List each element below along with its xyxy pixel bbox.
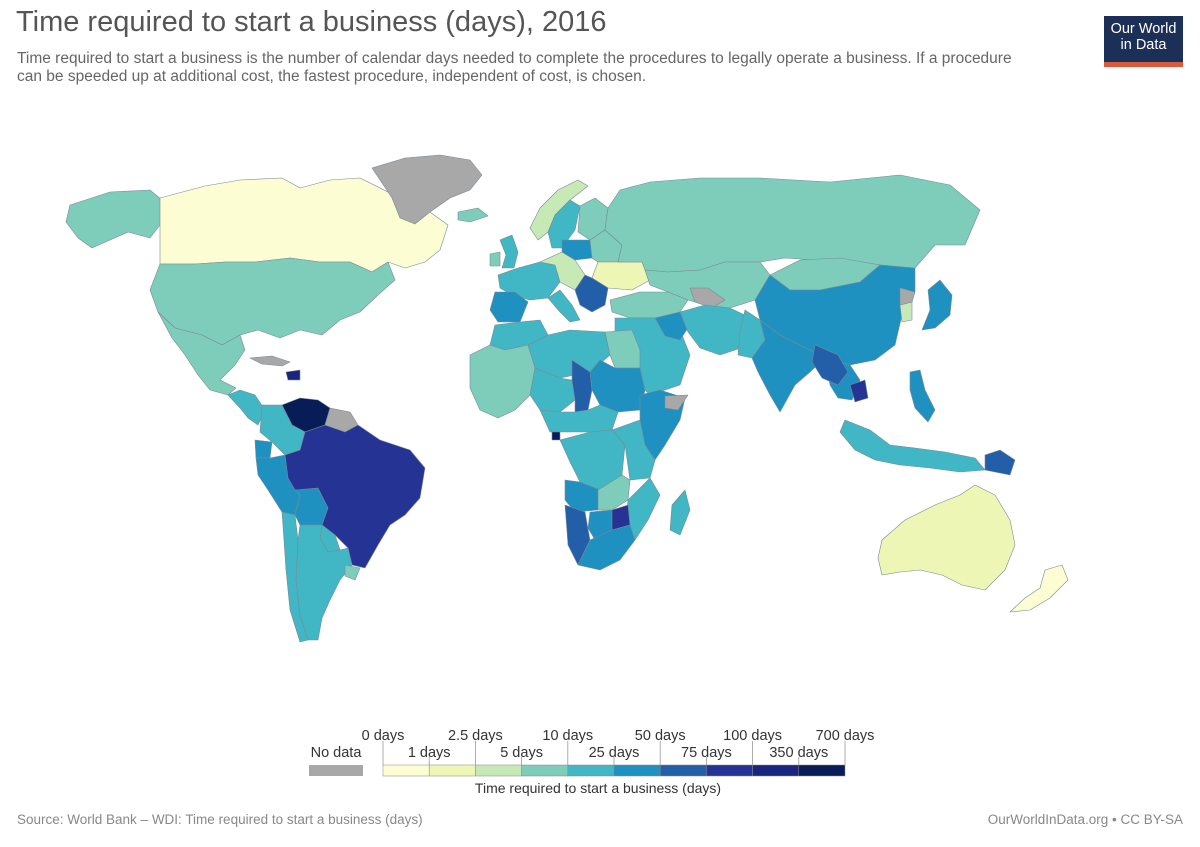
region-sahel[interactable] (529, 367, 576, 413)
source-note: Source: World Bank – WDI: Time required … (17, 812, 423, 827)
owid-logo[interactable]: Our World in Data (1104, 16, 1183, 67)
region-equatorial-guinea[interactable] (551, 431, 561, 441)
region-madagascar[interactable] (669, 489, 691, 536)
region-somaliland-nodata[interactable] (664, 394, 689, 411)
region-ireland[interactable] (489, 251, 501, 267)
chart-title: Time required to start a business (days)… (16, 6, 607, 38)
region-north-korea[interactable] (899, 287, 916, 306)
chart-subtitle: Time required to start a business is the… (17, 50, 1012, 85)
region-poland[interactable] (561, 239, 593, 261)
region-ecuador[interactable] (254, 439, 273, 459)
region-cambodia[interactable] (849, 379, 869, 403)
region-cuba[interactable] (249, 355, 291, 367)
region-east-africa[interactable] (611, 419, 656, 481)
region-iceland[interactable] (457, 207, 489, 223)
region-greenland[interactable] (371, 154, 483, 225)
region-russia[interactable] (604, 174, 981, 273)
region-papua-new-guinea[interactable] (984, 449, 1016, 476)
region-philippines[interactable] (909, 369, 936, 423)
region-myanmar-laos[interactable] (811, 344, 849, 386)
region-uruguay[interactable] (344, 564, 361, 581)
region-new-zealand[interactable] (1009, 564, 1069, 613)
region-uk[interactable] (499, 234, 519, 269)
region-mexico[interactable] (157, 311, 246, 396)
region-korea[interactable] (899, 301, 913, 323)
region-brazil[interactable] (284, 424, 426, 569)
region-italy[interactable] (547, 289, 581, 323)
region-west-africa[interactable] (469, 344, 536, 419)
region-central-america[interactable] (227, 389, 266, 426)
region-caspian-nodata[interactable] (689, 287, 726, 309)
region-haiti[interactable] (285, 369, 301, 381)
logo-line-1: Our World (1110, 21, 1177, 37)
region-india[interactable] (751, 319, 826, 413)
logo-line-2: in Data (1120, 37, 1167, 53)
credit-link[interactable]: OurWorldInData.org • CC BY-SA (987, 812, 1183, 827)
region-indonesia[interactable] (839, 419, 986, 473)
region-japan[interactable] (921, 279, 953, 331)
region-sudan[interactable] (589, 359, 646, 413)
region-australia[interactable] (877, 484, 1016, 591)
region-sweden[interactable] (547, 199, 581, 249)
region-alaska[interactable] (65, 189, 163, 249)
country-regions (65, 154, 1069, 643)
region-balkans[interactable] (574, 274, 609, 313)
region-western-europe[interactable] (497, 261, 561, 301)
region-norway[interactable] (529, 179, 589, 241)
region-central-africa[interactable] (539, 404, 619, 433)
region-iraq[interactable] (654, 311, 689, 341)
region-south-africa[interactable] (577, 524, 636, 571)
